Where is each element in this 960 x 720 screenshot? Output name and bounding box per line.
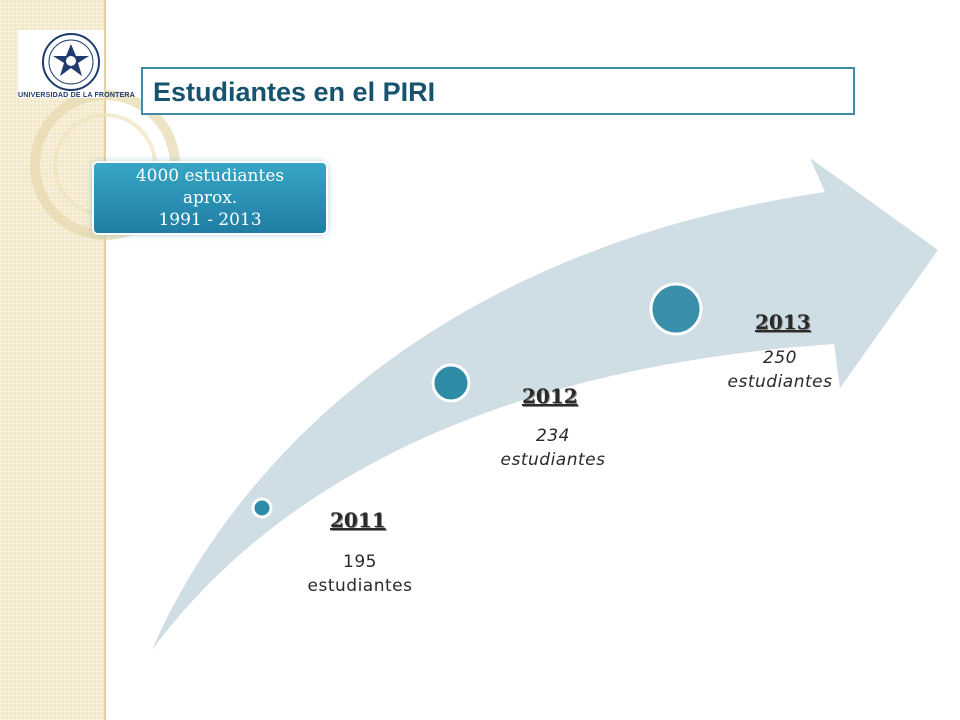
timeline-marker-2013 (649, 282, 703, 336)
title-box: Estudiantes en el PIRI (141, 67, 855, 115)
year-label-2013: 2013 (755, 310, 811, 334)
timeline-marker-2011 (251, 497, 273, 519)
count-unit-2012: estudiantes (500, 450, 606, 470)
count-value-2011: 195 (343, 552, 377, 572)
university-seal-icon (42, 33, 100, 91)
badge-line-3: 1991 - 2013 (158, 210, 262, 230)
count-label-2012: 234 estudiantes (463, 424, 643, 472)
badge-line-2: aprox. (182, 188, 238, 208)
count-value-2013: 250 (763, 348, 797, 368)
page-title: Estudiantes en el PIRI (153, 77, 436, 107)
count-value-2012: 234 (536, 426, 570, 446)
count-unit-2013: estudiantes (727, 372, 833, 392)
badge-line-1: 4000 estudiantes (135, 166, 285, 186)
university-logo (18, 30, 104, 98)
year-label-2012: 2012 (522, 384, 578, 408)
count-label-2013: 250 estudiantes (690, 346, 870, 394)
year-label-2011: 2011 (330, 508, 386, 532)
logo-caption: UNIVERSIDAD DE LA FRONTERA (18, 92, 135, 99)
curved-arrow-shape (152, 158, 938, 650)
count-unit-2011: estudiantes (307, 576, 413, 596)
timeline-marker-2012 (431, 363, 471, 403)
count-label-2011: 195 estudiantes (270, 550, 450, 598)
total-students-badge: 4000 estudiantes aprox. 1991 - 2013 (94, 163, 326, 233)
